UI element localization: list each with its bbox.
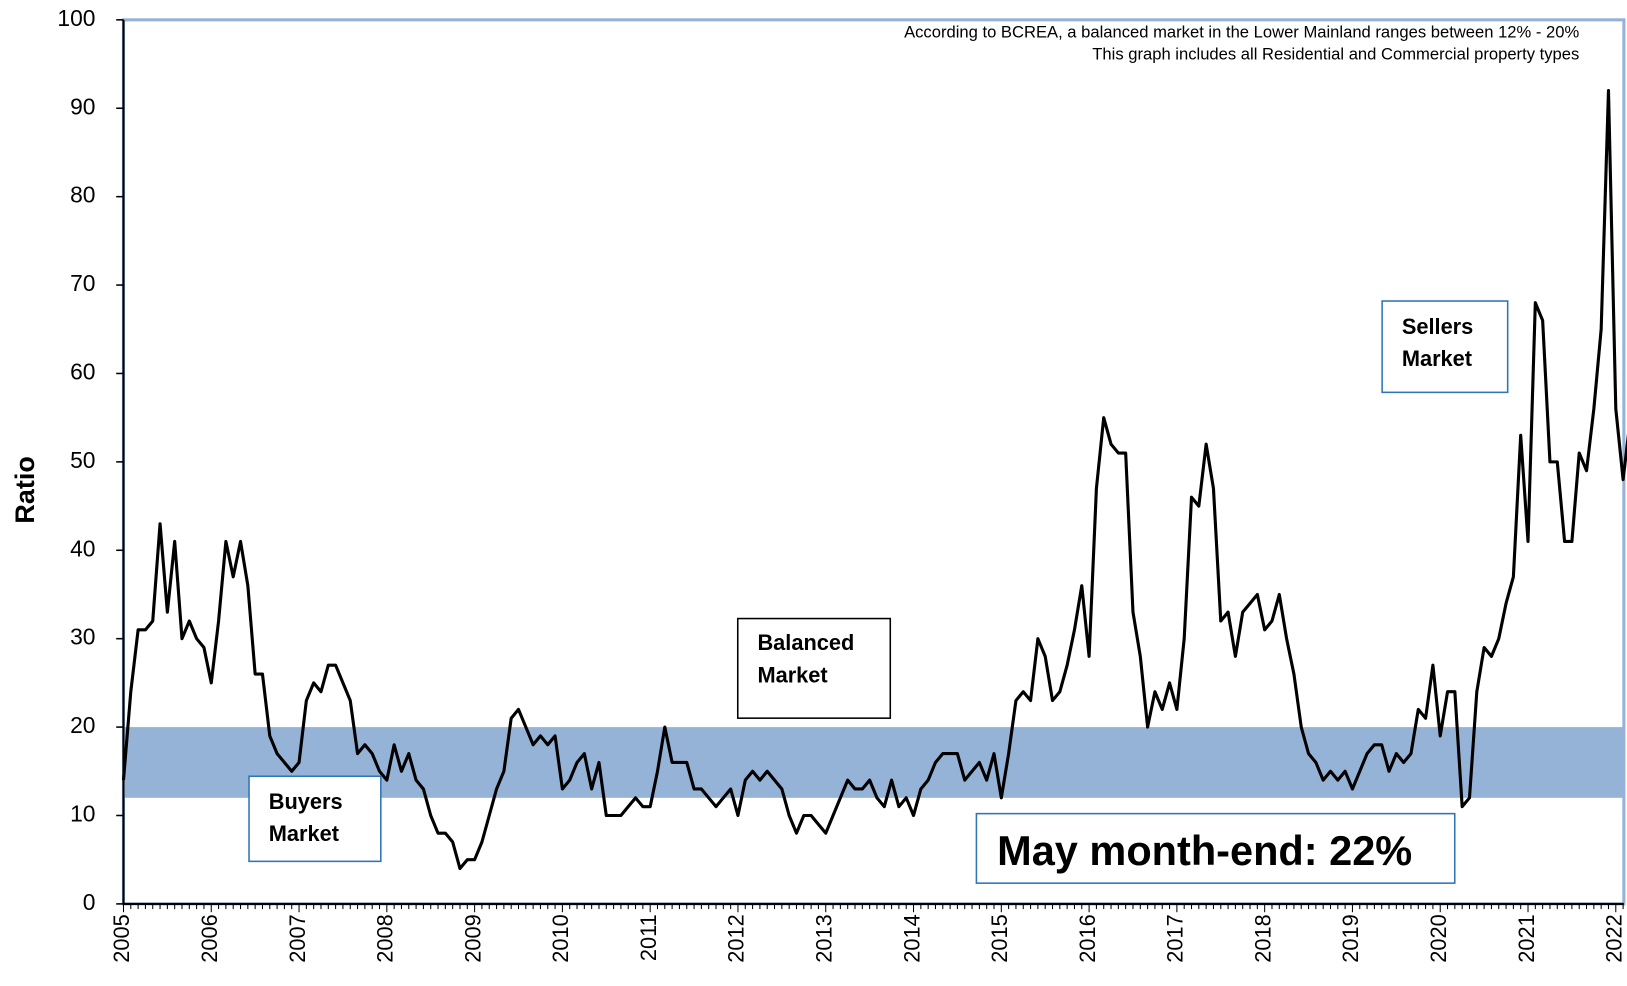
annotation-box: [736, 617, 892, 719]
x-tick-label: 2011: [636, 914, 661, 961]
data-line: [121, 89, 1627, 871]
note: This graph includes all Residential and …: [1092, 45, 1579, 64]
y-axis-label: Ratio: [10, 456, 40, 523]
annotation-text: Balanced: [757, 630, 854, 655]
x-tick-label: 2012: [724, 914, 749, 962]
y-tick-label: 20: [70, 712, 95, 738]
x-tick-label: 2009: [460, 914, 485, 962]
annotation-text: May month-end: 22%: [997, 827, 1412, 874]
x-tick-label: 2018: [1250, 914, 1275, 962]
y-tick-label: 70: [70, 270, 95, 296]
annotation-text: Market: [269, 821, 339, 846]
y-tick-label: 40: [70, 535, 95, 561]
x-tick-label: 2016: [1075, 914, 1100, 962]
x-tick-label: 2007: [285, 914, 310, 962]
y-tick-label: 10: [70, 801, 95, 827]
x-tick-label: 2014: [899, 914, 924, 962]
x-tick-label: 2013: [811, 914, 836, 962]
y-tick-label: 80: [70, 182, 95, 208]
x-tick-label: 2020: [1426, 914, 1451, 962]
x-tick-label: 2006: [197, 914, 222, 962]
x-tick-label: 2021: [1514, 914, 1539, 962]
x-tick-label: 2005: [109, 914, 134, 962]
annotation-box: [248, 775, 382, 863]
annotation-box: [1381, 300, 1509, 394]
x-tick-label: 2008: [373, 914, 398, 962]
annotation-text: Market: [1402, 346, 1472, 371]
y-tick-label: 100: [57, 5, 95, 31]
x-tick-label: 2019: [1338, 914, 1363, 962]
annotation-text: Sellers: [1402, 314, 1473, 339]
y-tick-label: 90: [70, 93, 95, 119]
y-tick-label: 60: [70, 358, 95, 384]
note: According to BCREA, a balanced market in…: [904, 23, 1579, 42]
y-tick-label: 30: [70, 624, 95, 650]
x-tick-label: 2010: [548, 914, 573, 962]
annotation-text: Buyers: [269, 789, 343, 814]
x-tick-label: 2017: [1163, 914, 1188, 962]
x-tick-label: 2022: [1602, 914, 1627, 962]
y-tick-label: 0: [83, 889, 96, 915]
y-tick-label: 50: [70, 447, 95, 473]
x-tick-label: 2015: [987, 914, 1012, 962]
annotation-box: [975, 812, 1456, 884]
annotation-text: Market: [757, 662, 827, 687]
